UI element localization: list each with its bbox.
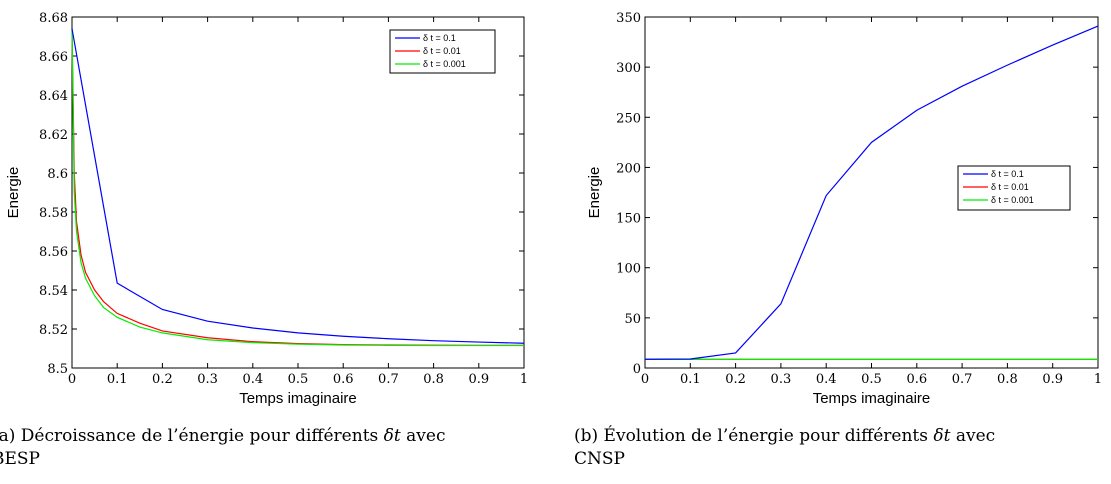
y-tick-label: 300 (616, 61, 641, 76)
caption-b-symbol: δt (933, 426, 951, 446)
x-tick-label: 0.2 (725, 372, 746, 387)
legend-label: δ t = 0.1 (991, 169, 1024, 179)
legend-label: δ t = 0.01 (423, 46, 461, 56)
y-tick-label: 8.52 (39, 323, 68, 338)
x-axis-label: Temps imaginaire (813, 390, 931, 407)
x-tick-label: 0.1 (680, 372, 701, 387)
legend-label: δ t = 0.001 (423, 59, 466, 69)
caption-a-symbol: δt (383, 426, 401, 446)
caption-a-prefix: (a) Décroissance de l’énergie pour diffé… (0, 426, 384, 446)
x-tick-label: 0.6 (906, 372, 927, 387)
y-tick-label: 8.58 (39, 206, 68, 221)
y-tick-label: 200 (616, 161, 641, 176)
caption-b-prefix: (b) Évolution de l’énergie pour différen… (574, 426, 934, 446)
y-tick-label: 8.6 (47, 167, 68, 182)
y-tick-label: 8.56 (39, 245, 68, 260)
x-tick-label: 0 (68, 372, 76, 387)
legend-label: δ t = 0.001 (991, 195, 1034, 205)
x-tick-label: 1 (1094, 372, 1102, 387)
legend: δ t = 0.1 δ t = 0.01 δ t = 0.001 (957, 165, 1071, 211)
legend: δ t = 0.1 δ t = 0.01 δ t = 0.001 (389, 29, 496, 74)
x-tick-label: 0.3 (771, 372, 792, 387)
x-axis-label: Temps imaginaire (239, 390, 357, 407)
series-line (71, 28, 524, 347)
x-tick-label: 0.8 (997, 372, 1018, 387)
caption-b-suffix: avec (950, 426, 996, 446)
x-tick-label: 0.1 (107, 372, 128, 387)
y-tick-label: 350 (616, 11, 641, 26)
x-tick-label: 0.5 (861, 372, 882, 387)
y-tick-label: 250 (616, 111, 641, 126)
y-tick-label: 0 (633, 362, 641, 377)
caption-a: (a) Décroissance de l’énergie pour diffé… (0, 425, 492, 471)
legend-box (957, 165, 1071, 211)
y-tick-label: 150 (616, 212, 641, 227)
y-axis-label: Energie (5, 167, 22, 219)
chart-b: 0 0.1 0.2 0.3 0.4 0.5 0.6 0.7 0.8 0.9 1 0 50 100 150 20… (586, 11, 1102, 407)
series-line (644, 25, 1099, 360)
y-tick-label: 8.68 (39, 11, 68, 26)
y-tick-label: 8.66 (39, 50, 68, 65)
y-tick-label: 100 (616, 262, 641, 277)
x-tick-label: 0.7 (378, 372, 399, 387)
caption-a-suffix: avec (400, 426, 446, 446)
x-tick-label: 0.6 (333, 372, 354, 387)
y-tick-label: 50 (624, 312, 641, 327)
x-tick-label: 0.9 (468, 372, 489, 387)
series-line (71, 28, 525, 344)
caption-b-line2: CNSP (574, 449, 625, 469)
x-tick-label: 0.9 (1042, 372, 1063, 387)
legend-label: δ t = 0.1 (423, 33, 456, 43)
y-tick-label: 8.64 (39, 89, 68, 104)
legend-label: δ t = 0.01 (991, 182, 1029, 192)
x-tick-label: 0 (641, 372, 649, 387)
x-tick-label: 0.8 (423, 372, 444, 387)
x-tick-label: 0.4 (816, 372, 837, 387)
y-tick-label: 8.5 (47, 362, 68, 377)
x-tick-label: 0.3 (197, 372, 218, 387)
x-tick-label: 1 (520, 372, 528, 387)
y-tick-label: 8.54 (39, 284, 68, 299)
x-tick-label: 0.4 (242, 372, 263, 387)
x-tick-label: 0.5 (288, 372, 309, 387)
y-axis-label: Energie (586, 167, 603, 219)
plot-frame (71, 16, 525, 369)
x-tick-label: 0.2 (152, 372, 173, 387)
y-tick-label: 8.62 (39, 128, 68, 143)
caption-b: (b) Évolution de l’énergie pour différen… (574, 425, 1102, 471)
chart-a: 0 0.1 0.2 0.3 0.4 0.5 0.6 0.7 0.8 0.9 1 8.5 8.52 8.54… (5, 11, 528, 407)
caption-a-line2: BESP (0, 449, 40, 469)
x-tick-label: 0.7 (952, 372, 973, 387)
